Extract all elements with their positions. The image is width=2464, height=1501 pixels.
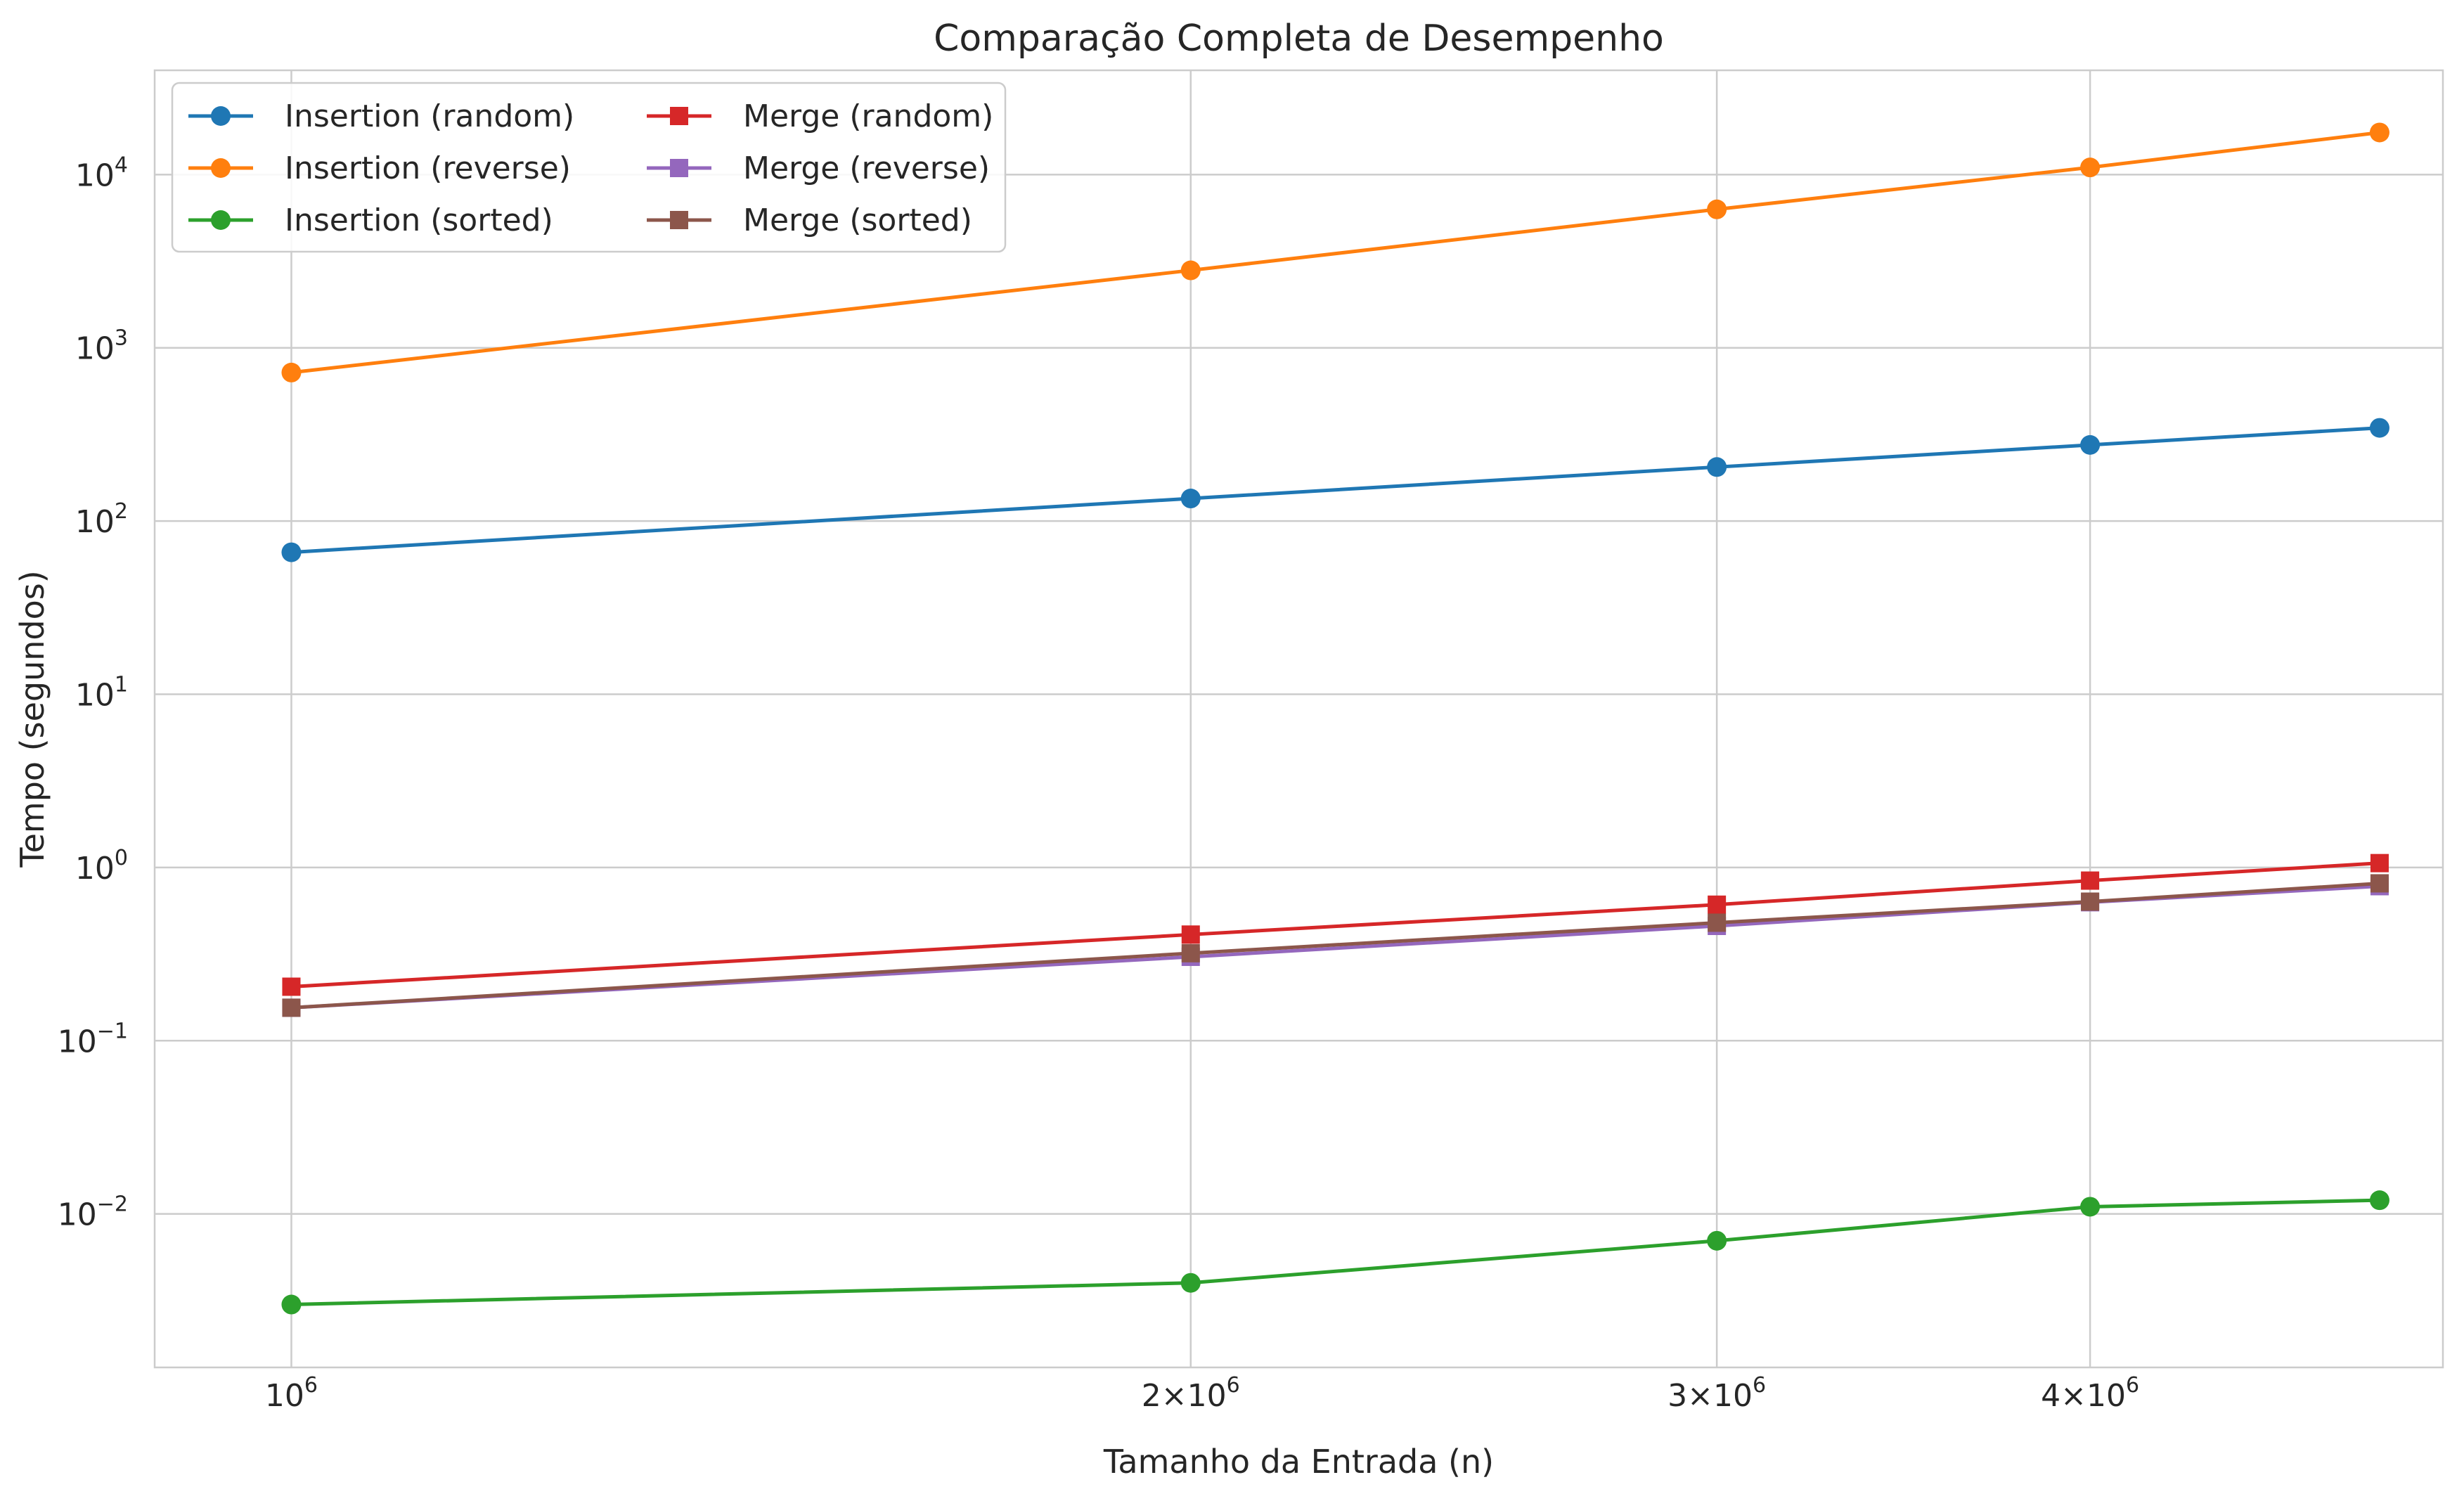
legend-label: Merge (random) [743, 98, 993, 134]
data-point [2081, 892, 2100, 911]
series-5 [282, 874, 2389, 1017]
legend-item: Insertion (reverse) [188, 150, 571, 186]
plot-frame [153, 69, 2444, 1369]
data-point [2369, 122, 2389, 143]
legend-marker [211, 210, 231, 230]
chart-title: Comparação Completa de Desempenho [934, 18, 1664, 60]
series-2 [281, 1190, 2389, 1315]
data-point [1707, 457, 1727, 477]
data-point [281, 362, 302, 382]
data-point [1707, 1230, 1727, 1251]
series-3 [282, 853, 2389, 996]
data-point [1708, 913, 1727, 932]
legend-marker [670, 107, 688, 125]
legend-label: Insertion (reverse) [285, 150, 571, 186]
legend-item: Insertion (random) [188, 98, 574, 134]
x-tick-label: 3×106 [1668, 1373, 1766, 1414]
data-point [2080, 1197, 2101, 1217]
data-point [1181, 943, 1200, 962]
legend-marker [670, 159, 688, 177]
grid-lines [155, 70, 2443, 1367]
y-tick-label: 102 [75, 499, 128, 540]
series-line [291, 881, 2380, 1010]
legend-label: Insertion (random) [285, 98, 574, 134]
legend-box [171, 82, 1007, 253]
data-point [1708, 895, 1727, 914]
y-tick-label: 101 [75, 673, 128, 714]
legend-label: Merge (reverse) [743, 150, 990, 186]
legend-item: Merge (sorted) [647, 202, 972, 238]
y-tick-label: 10−1 [58, 1019, 128, 1059]
legend-marker [211, 106, 231, 126]
legend-marker [670, 211, 688, 229]
legend: Insertion (random) Insertion (reverse) Ins… [171, 82, 1007, 253]
y-tick-label: 103 [75, 326, 128, 367]
series-0 [281, 418, 2389, 562]
y-tick-label: 10−2 [58, 1192, 128, 1233]
data-point [2370, 853, 2389, 872]
series-1 [281, 122, 2389, 382]
data-point [281, 1294, 302, 1315]
tick-labels: 10−2 10−1 100 101 102 103 104 106 2×106 3×106 4×10… [58, 153, 2139, 1414]
data-point [1180, 1273, 1201, 1293]
legend-item: Merge (random) [647, 98, 993, 134]
data-point [2369, 1190, 2389, 1211]
data-point [2080, 434, 2101, 455]
data-point [282, 998, 301, 1017]
legend-label: Insertion (sorted) [285, 202, 553, 238]
data-point [1180, 489, 1201, 509]
legend-item: Merge (reverse) [647, 150, 990, 186]
data-point [2081, 871, 2100, 890]
y-tick-label: 100 [75, 846, 128, 887]
y-tick-label: 104 [75, 153, 128, 193]
series-line [291, 861, 2380, 988]
x-axis-label: Tamanho da Entrada (n) [1103, 1443, 1494, 1481]
data-point [282, 977, 301, 996]
x-tick-label: 4×106 [2041, 1373, 2139, 1414]
legend-label: Merge (sorted) [743, 202, 972, 238]
series-4 [282, 877, 2389, 1017]
data-point [281, 542, 302, 562]
data-point [1181, 925, 1200, 944]
legend-item: Insertion (sorted) [188, 202, 553, 238]
series-layer [281, 122, 2389, 1315]
x-tick-label: 2×106 [1142, 1373, 1240, 1414]
data-point [2370, 874, 2389, 893]
data-point [2080, 157, 2101, 178]
data-point [1707, 199, 1727, 219]
y-axis-label: Tempo (segundos) [13, 570, 51, 868]
series-line [291, 1198, 2380, 1307]
x-tick-label: 106 [265, 1373, 318, 1414]
data-point [1180, 260, 1201, 281]
series-line [291, 426, 2380, 555]
legend-marker [211, 158, 231, 178]
data-point [2369, 418, 2389, 438]
